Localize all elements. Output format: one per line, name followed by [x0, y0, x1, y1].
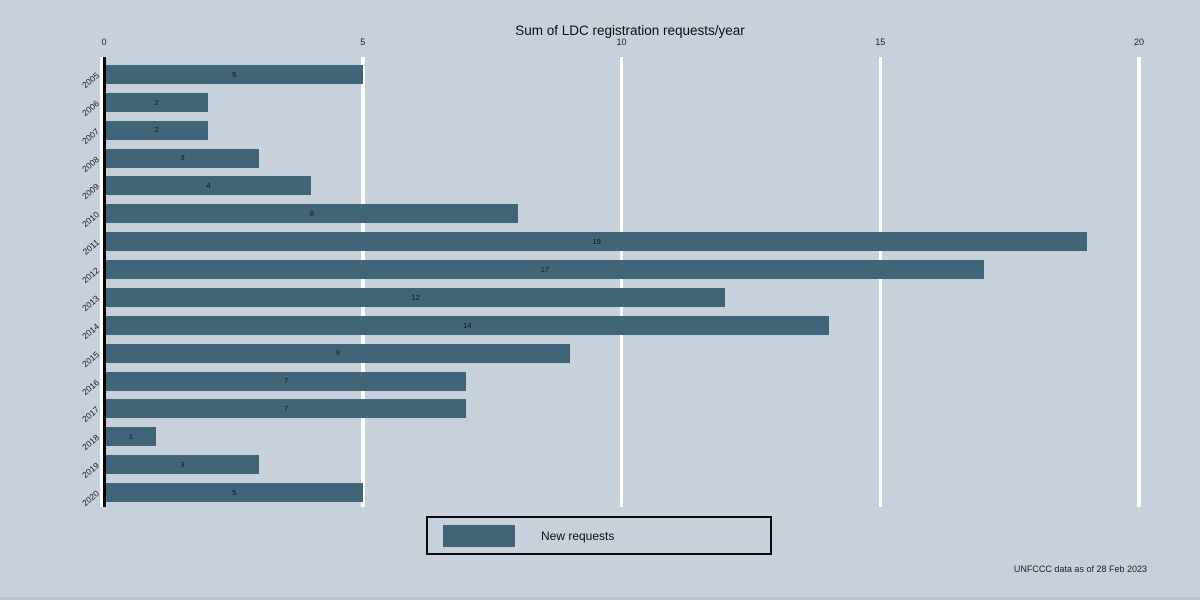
bar-2012: 17 — [106, 260, 984, 280]
gridline-20 — [1137, 57, 1141, 507]
bar-2019: 3 — [106, 455, 260, 475]
bar-value-label-2013: 12 — [411, 292, 420, 302]
y-axis-line — [103, 57, 106, 507]
bar-value-label-2011: 19 — [592, 236, 601, 246]
gridline-10 — [619, 57, 624, 507]
bar-value-label-2016: 7 — [284, 376, 289, 386]
bar-2016: 7 — [106, 371, 467, 391]
x-tick-label-5: 5 — [360, 37, 366, 47]
bar-2007: 2 — [106, 120, 208, 140]
bar-value-label-2019: 3 — [180, 459, 185, 469]
bar-value-label-2017: 7 — [284, 404, 289, 414]
bar-value-label-2012: 17 — [540, 264, 550, 274]
bar-value-label-2009: 4 — [206, 181, 211, 191]
bar-value-label-2010: 8 — [309, 209, 315, 219]
bar-2008: 3 — [106, 148, 260, 168]
source-footnote: UNFCCC data as of 28 Feb 2023 — [1013, 564, 1147, 574]
bar-2010: 8 — [106, 204, 518, 224]
bar-value-label-2007: 2 — [154, 125, 159, 135]
x-tick-label-0: 0 — [101, 37, 107, 47]
bar-2015: 9 — [106, 343, 570, 363]
gridline-15 — [878, 57, 882, 507]
bar-2006: 2 — [106, 92, 208, 112]
bar-value-label-2020: 5 — [232, 487, 237, 497]
gridline-0 — [100, 57, 104, 507]
bar-value-label-2006: 2 — [154, 97, 159, 107]
bar-value-label-2005: 5 — [232, 69, 237, 79]
gridline-5 — [361, 57, 365, 507]
bar-value-label-2015: 9 — [335, 348, 340, 358]
chart-title: Sum of LDC registration requests/year — [515, 23, 745, 38]
legend-label: New requests — [541, 528, 615, 543]
x-tick-label-20: 20 — [1133, 37, 1144, 47]
bar-2014: 14 — [106, 315, 829, 335]
bar-2020: 5 — [106, 483, 363, 503]
bottom-edge-divider — [0, 597, 1200, 600]
bar-2013: 12 — [106, 287, 725, 307]
bar-value-label-2018: 1 — [128, 432, 133, 442]
bar-value-label-2008: 3 — [180, 153, 185, 163]
x-tick-label-15: 15 — [875, 37, 886, 47]
bar-value-label-2014: 14 — [463, 320, 472, 330]
bar-2018: 1 — [106, 427, 156, 447]
x-tick-label-10: 10 — [616, 37, 627, 47]
legend-swatch-new-requests — [443, 524, 515, 547]
bar-2011: 19 — [106, 232, 1088, 252]
bar-2017: 7 — [106, 399, 467, 419]
legend: New requests — [426, 516, 772, 555]
bar-2005: 5 — [106, 65, 363, 84]
bar-2009: 4 — [106, 176, 311, 196]
